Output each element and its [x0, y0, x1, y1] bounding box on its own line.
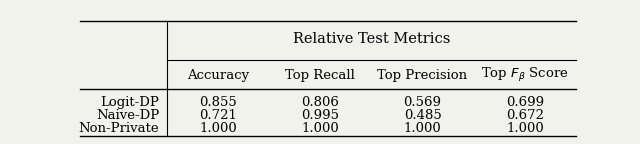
Text: Naive-DP: Naive-DP	[96, 109, 159, 122]
Text: 0.569: 0.569	[404, 96, 442, 109]
Text: Non-Private: Non-Private	[79, 122, 159, 135]
Text: 0.855: 0.855	[199, 96, 237, 109]
Text: 1.000: 1.000	[404, 122, 442, 135]
Text: 0.672: 0.672	[506, 109, 544, 122]
Text: 1.000: 1.000	[199, 122, 237, 135]
Text: 0.806: 0.806	[301, 96, 339, 109]
Text: 1.000: 1.000	[506, 122, 544, 135]
Text: Accuracy: Accuracy	[187, 69, 249, 82]
Text: 1.000: 1.000	[301, 122, 339, 135]
Text: Top Recall: Top Recall	[285, 69, 355, 82]
Text: Logit-DP: Logit-DP	[100, 96, 159, 109]
Text: Top Precision: Top Precision	[378, 69, 468, 82]
Text: Relative Test Metrics: Relative Test Metrics	[292, 32, 450, 47]
Text: 0.995: 0.995	[301, 109, 339, 122]
Text: 0.699: 0.699	[506, 96, 544, 109]
Text: Top $F_{\beta}$ Score: Top $F_{\beta}$ Score	[481, 67, 568, 85]
Text: 0.485: 0.485	[404, 109, 442, 122]
Text: 0.721: 0.721	[199, 109, 237, 122]
